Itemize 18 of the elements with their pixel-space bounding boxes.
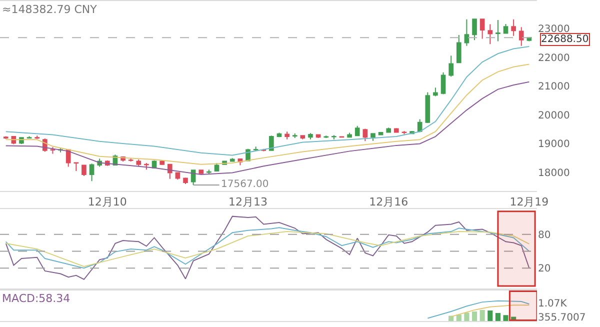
annotation: ≈148382.79 CNY bbox=[2, 3, 98, 16]
y-tick-label: 1.07K bbox=[538, 298, 568, 310]
y-tick-label: 22000 bbox=[538, 52, 570, 64]
ref-line-label: 22688.50 bbox=[541, 34, 589, 45]
y-tick-label: 19000 bbox=[538, 139, 570, 150]
x-tick-label: 12月13 bbox=[228, 195, 268, 208]
x-tick-label: 12月10 bbox=[88, 195, 127, 208]
y-tick-label: 20000 bbox=[538, 110, 570, 122]
y-tick-label: 18000 bbox=[538, 168, 570, 179]
x-tick-label: 12月16 bbox=[369, 195, 408, 208]
y-tick-label: 20 bbox=[538, 264, 551, 275]
annotation: MACD:58.34 bbox=[2, 292, 70, 305]
y-tick-label: 21000 bbox=[538, 82, 570, 93]
annotation: 17567.00 bbox=[221, 179, 269, 190]
y-tick-label: 80 bbox=[538, 230, 551, 241]
y-tick-label: 355.7007 bbox=[538, 312, 586, 324]
x-tick-label: 12月19 bbox=[510, 195, 549, 208]
y-tick-label: 23000 bbox=[538, 24, 570, 36]
